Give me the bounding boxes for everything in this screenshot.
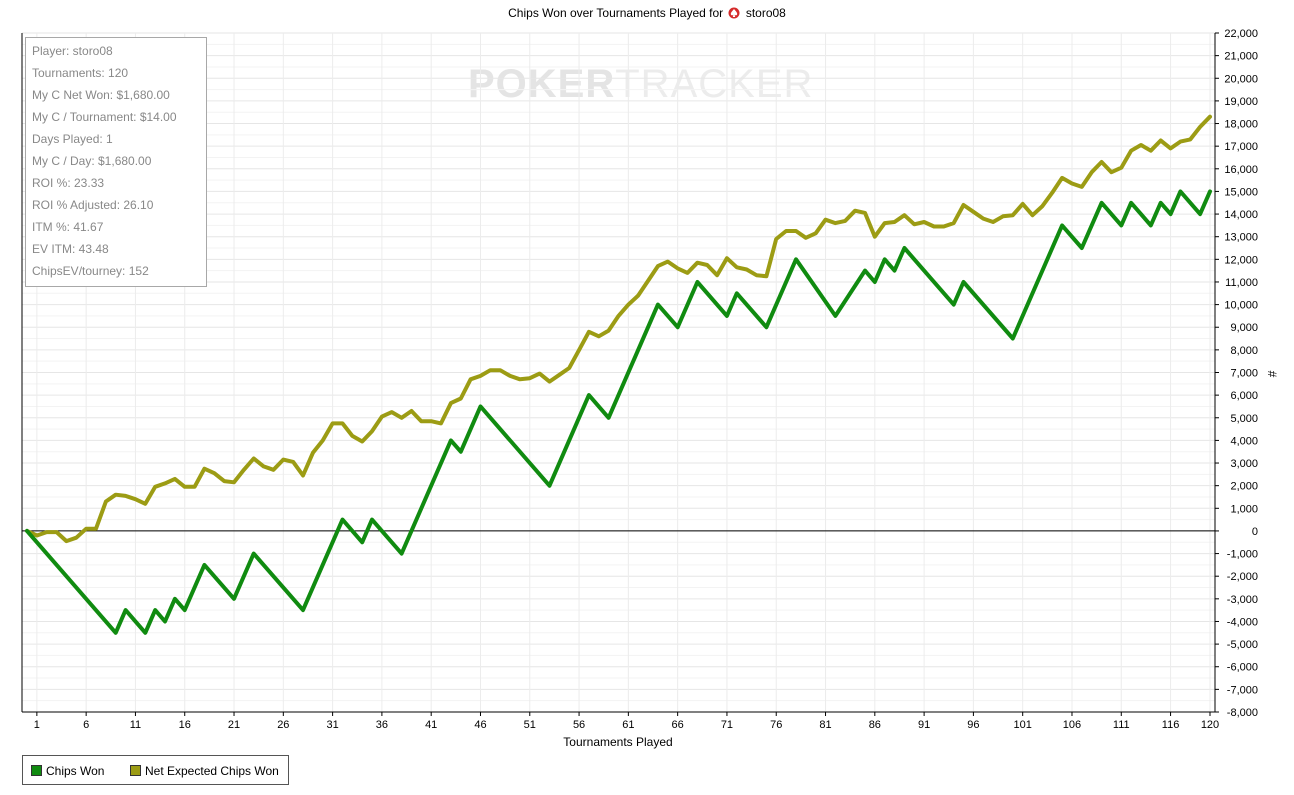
stat-row: ROI %: 23.33 bbox=[32, 176, 105, 190]
axes bbox=[21, 32, 1219, 716]
x-tick-label: 66 bbox=[672, 719, 684, 731]
stat-row: My C / Tournament: $14.00 bbox=[32, 110, 177, 124]
y-axis-label: # bbox=[1265, 371, 1279, 378]
x-tick-label: 36 bbox=[376, 719, 388, 731]
chart-legend: Chips Won Net Expected Chips Won bbox=[22, 755, 289, 785]
y-tick-label: 12,000 bbox=[1224, 254, 1258, 266]
stat-row: ChipsEV/tourney: 152 bbox=[32, 264, 149, 278]
y-tick-label: 4,000 bbox=[1230, 435, 1258, 447]
x-tick-label: 6 bbox=[83, 719, 89, 731]
x-tick-label: 86 bbox=[869, 719, 881, 731]
y-tick-label: 18,000 bbox=[1224, 119, 1258, 131]
stat-row: My C Net Won: $1,680.00 bbox=[32, 88, 170, 102]
pokerstars-spade-icon bbox=[728, 7, 740, 19]
series-line-chips-won bbox=[25, 189, 1212, 635]
chart-title-text: Chips Won over Tournaments Played for bbox=[508, 6, 724, 20]
y-tick-label: -6,000 bbox=[1227, 662, 1258, 674]
y-tick-label: -3,000 bbox=[1227, 594, 1258, 606]
x-tick-label: 1 bbox=[34, 719, 40, 731]
legend-swatch-chips-won bbox=[31, 765, 42, 776]
stat-row: Tournaments: 120 bbox=[32, 66, 129, 80]
legend-label-chips-won: Chips Won bbox=[46, 764, 105, 778]
x-tick-label: 16 bbox=[179, 719, 191, 731]
x-tick-label: 41 bbox=[425, 719, 437, 731]
stat-row: ROI % Adjusted: 26.10 bbox=[32, 198, 154, 212]
x-tick-label: 46 bbox=[474, 719, 486, 731]
y-tick-label: 9,000 bbox=[1230, 322, 1258, 334]
y-tick-label: 14,000 bbox=[1224, 209, 1258, 221]
stat-row: My C / Day: $1,680.00 bbox=[32, 154, 152, 168]
player-stats-box: Player: storo08 Tournaments: 120 My C Net … bbox=[25, 37, 207, 287]
x-tick-label: 71 bbox=[721, 719, 733, 731]
x-tick-label: 61 bbox=[622, 719, 634, 731]
y-tick-label: 2,000 bbox=[1230, 481, 1258, 493]
y-tick-label: 1,000 bbox=[1230, 503, 1258, 515]
x-tick-label: 76 bbox=[770, 719, 782, 731]
y-tick-label: 17,000 bbox=[1224, 141, 1258, 153]
legend-swatch-net-expected bbox=[130, 765, 141, 776]
pokertracker-watermark: POKERTRACKER bbox=[468, 62, 813, 107]
x-tick-label: 106 bbox=[1063, 719, 1081, 731]
y-tick-label: -2,000 bbox=[1227, 571, 1258, 583]
stat-row: Days Played: 1 bbox=[32, 132, 113, 146]
x-axis-label: Tournaments Played bbox=[563, 735, 672, 749]
x-tick-label: 101 bbox=[1014, 719, 1032, 731]
x-tick-label: 26 bbox=[277, 719, 289, 731]
y-tick-label: 6,000 bbox=[1230, 390, 1258, 402]
y-tick-label: 21,000 bbox=[1224, 51, 1258, 63]
stat-row: EV ITM: 43.48 bbox=[32, 242, 109, 256]
x-tick-label: 116 bbox=[1162, 719, 1180, 731]
y-tick-label: -8,000 bbox=[1227, 707, 1258, 719]
y-tick-label: 16,000 bbox=[1224, 164, 1258, 176]
grid-lines bbox=[22, 32, 1215, 713]
x-tick-label: 11 bbox=[130, 719, 141, 731]
x-tick-label: 91 bbox=[918, 719, 930, 731]
chart-title-player: storo08 bbox=[745, 6, 786, 20]
y-tick-label: 15,000 bbox=[1224, 186, 1258, 198]
x-tick-label: 120 bbox=[1201, 719, 1219, 731]
watermark-part1: POKER bbox=[468, 62, 616, 106]
y-tick-label: 8,000 bbox=[1230, 345, 1258, 357]
x-tick-label: 21 bbox=[228, 719, 240, 731]
x-tick-label: 56 bbox=[573, 719, 585, 731]
stat-row: ITM %: 41.67 bbox=[32, 220, 104, 234]
y-tick-label: 11,000 bbox=[1225, 277, 1258, 289]
x-tick-label: 81 bbox=[819, 719, 831, 731]
y-tick-label: 7,000 bbox=[1230, 368, 1258, 380]
x-tick-label: 111 bbox=[1113, 719, 1130, 731]
x-tick-label: 51 bbox=[524, 719, 536, 731]
watermark-part2: TRACKER bbox=[615, 62, 814, 106]
y-tick-label: 0 bbox=[1252, 526, 1258, 538]
y-tick-label: -1,000 bbox=[1227, 549, 1258, 561]
y-tick-label: 5,000 bbox=[1230, 413, 1258, 425]
y-tick-label: -5,000 bbox=[1227, 639, 1258, 651]
x-tick-label: 31 bbox=[326, 719, 338, 731]
legend-item-chips-won[interactable]: Chips Won bbox=[31, 764, 104, 778]
stat-row: Player: storo08 bbox=[32, 44, 113, 58]
series-lines bbox=[25, 114, 1212, 635]
series-line-net-expected bbox=[25, 114, 1212, 544]
y-tick-label: 22,000 bbox=[1224, 28, 1258, 40]
x-tick-label: 96 bbox=[967, 719, 979, 731]
y-tick-label: 20,000 bbox=[1224, 73, 1258, 85]
y-tick-label: 19,000 bbox=[1224, 96, 1258, 108]
y-tick-label: -7,000 bbox=[1227, 684, 1258, 696]
y-tick-label: 10,000 bbox=[1224, 300, 1258, 312]
y-tick-label: 13,000 bbox=[1224, 232, 1258, 244]
tick-labels: -8,000 -7,000 -6,000 -5,000 -4,000 -3,000 -2,0… bbox=[34, 28, 1258, 731]
legend-item-net-expected[interactable]: Net Expected Chips Won bbox=[130, 764, 279, 778]
y-tick-label: 3,000 bbox=[1230, 458, 1258, 470]
y-tick-label: -4,000 bbox=[1227, 616, 1258, 628]
chart-title: Chips Won over Tournaments Played for st… bbox=[0, 6, 1294, 20]
legend-label-net-expected: Net Expected Chips Won bbox=[145, 764, 279, 778]
